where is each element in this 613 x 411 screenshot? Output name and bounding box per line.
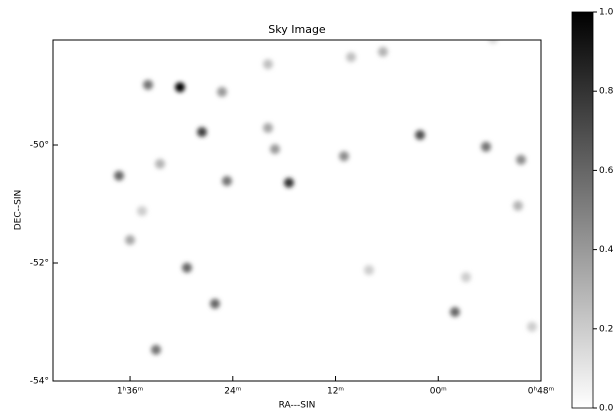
source xyxy=(270,144,280,154)
x-tick-label: 1ʰ36ᵐ xyxy=(117,387,144,397)
source xyxy=(488,34,498,44)
source xyxy=(513,201,523,211)
y-tick-label: -52° xyxy=(30,259,49,269)
source xyxy=(210,299,220,309)
plot-frame xyxy=(53,40,541,381)
colorbar-tick-label: 0.4 xyxy=(599,245,613,255)
colorbar-tick-label: 0.8 xyxy=(599,87,613,97)
source xyxy=(137,206,147,216)
x-tick-label: 12ᵐ xyxy=(327,387,344,397)
colorbar xyxy=(572,12,593,408)
colorbar-tick-label: 0.6 xyxy=(599,166,613,176)
x-axis-label: RA---SIN xyxy=(279,401,316,411)
chart: Sky Image RA---SIN DEC--SIN 1ʰ36ᵐ 24ᵐ 12ᵐ 0… xyxy=(0,0,613,411)
chart-title: Sky Image xyxy=(268,23,326,36)
source xyxy=(263,123,273,133)
source xyxy=(175,82,185,92)
source xyxy=(114,171,124,181)
source xyxy=(143,80,153,90)
y-axis-label: DEC--SIN xyxy=(14,190,24,231)
source xyxy=(217,87,227,97)
x-tick-label: 24ᵐ xyxy=(224,387,241,397)
source xyxy=(263,59,273,69)
source xyxy=(461,272,471,282)
source xyxy=(364,265,374,275)
source xyxy=(284,178,294,188)
colorbar-tick-label: 0.0 xyxy=(599,404,613,411)
source xyxy=(450,307,460,317)
source xyxy=(481,142,491,152)
source xyxy=(516,155,526,165)
source xyxy=(346,52,356,62)
y-tick-label: -50° xyxy=(30,141,49,151)
colorbar-tick-label: 0.2 xyxy=(599,324,613,334)
source xyxy=(339,151,349,161)
image xyxy=(114,34,537,355)
source xyxy=(378,47,388,57)
x-tick-label: 00ᵐ xyxy=(430,387,447,397)
source xyxy=(197,127,207,137)
colorbar-tick-label: 1.0 xyxy=(599,8,613,18)
source xyxy=(182,263,192,273)
source xyxy=(222,176,232,186)
source xyxy=(151,345,161,355)
y-tick-label: -54° xyxy=(30,377,49,387)
source xyxy=(415,130,425,140)
source xyxy=(125,235,135,245)
x-tick-label: 0ʰ48ᵐ xyxy=(528,387,555,397)
source xyxy=(155,159,165,169)
source xyxy=(527,322,537,332)
